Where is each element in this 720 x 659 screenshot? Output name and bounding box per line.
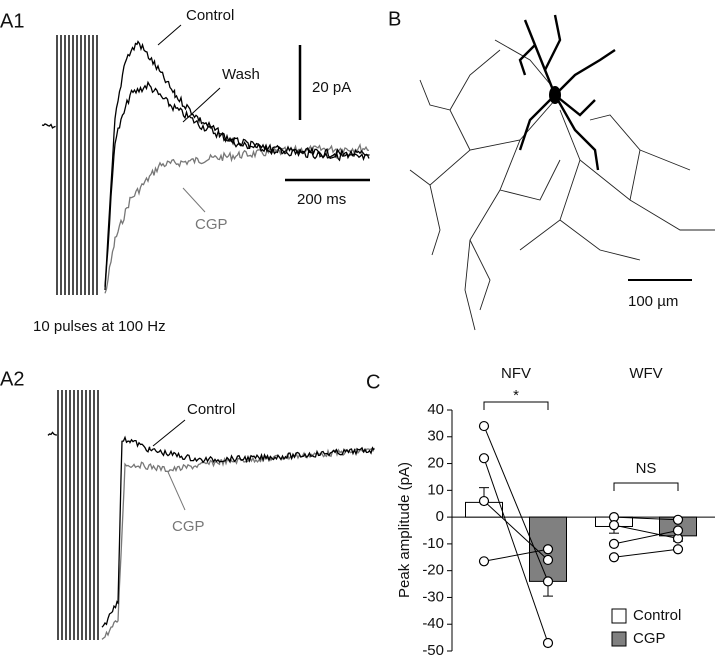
- panel-label: A2: [0, 368, 24, 390]
- data-point: [672, 544, 684, 555]
- pair-line: [483, 500, 549, 561]
- significance-label: *: [513, 387, 519, 404]
- category-label: NFV: [501, 365, 531, 382]
- pair-line: [613, 524, 679, 540]
- significance-bracket: [483, 401, 549, 410]
- trace: [101, 447, 376, 640]
- data-point: [542, 576, 554, 587]
- data-point: [608, 520, 620, 531]
- pointer: [152, 419, 186, 447]
- trace: [104, 40, 370, 287]
- data-point: [608, 552, 620, 563]
- data-point: [478, 556, 490, 567]
- data-point: [672, 525, 684, 536]
- y-tick-label: 10: [427, 481, 444, 498]
- pointer: [157, 24, 182, 46]
- trace: [41, 123, 56, 129]
- caption: 10 pulses at 100 Hz: [33, 318, 166, 335]
- category-label: WFV: [629, 365, 662, 382]
- y-tick-label: 0: [436, 508, 444, 525]
- pointer: [182, 187, 206, 213]
- panel-label: A1: [0, 10, 24, 32]
- pair-line: [613, 548, 679, 558]
- legend-label: CGP: [633, 630, 666, 647]
- scale-label: 20 pA: [312, 79, 351, 96]
- pair-line: [483, 548, 549, 562]
- scale-label: 100 µm: [628, 293, 678, 310]
- data-point: [672, 514, 684, 525]
- pair-line: [483, 425, 549, 582]
- scale-label: 200 ms: [297, 191, 346, 208]
- significance-bracket: [613, 482, 679, 491]
- y-tick-label: -20: [422, 562, 444, 579]
- trace: [47, 431, 58, 436]
- y-tick-label: 40: [427, 401, 444, 418]
- trace-label: Wash: [222, 66, 260, 83]
- data-point: [478, 420, 490, 432]
- trace: [104, 80, 370, 291]
- neuron: [409, 14, 715, 331]
- trace-label: Control: [186, 7, 234, 24]
- data-point: [542, 554, 554, 566]
- y-tick-label: 30: [427, 428, 444, 445]
- trace-label: Control: [187, 401, 235, 418]
- legend-label: Control: [633, 607, 681, 624]
- trace-label: CGP: [172, 518, 205, 535]
- pair-line: [613, 516, 679, 521]
- chart: -50 -40 -30 -20 -10 0 10 20 30 40 NFV * WFV NS Control…: [422, 365, 715, 659]
- y-axis-label: Peak amplitude (pA): [396, 462, 413, 598]
- pointer: [167, 471, 186, 511]
- significance-label: NS: [636, 460, 657, 477]
- data-point: [542, 544, 554, 555]
- pair-line: [613, 530, 679, 545]
- trace-label: CGP: [195, 216, 228, 233]
- decoration: [152, 14, 715, 511]
- legend-swatch: [611, 631, 627, 647]
- soma: [549, 86, 561, 104]
- y-tick-label: -50: [422, 642, 444, 659]
- y-tick-label: 20: [427, 455, 444, 472]
- y-tick-label: -30: [422, 588, 444, 605]
- trace: [101, 435, 375, 628]
- panel-label: C: [366, 371, 380, 393]
- y-tick-label: -40: [422, 615, 444, 632]
- legend-swatch: [611, 608, 627, 624]
- y-tick-label: -10: [422, 535, 444, 552]
- data-point: [478, 453, 490, 464]
- traces: [41, 35, 376, 640]
- data-point: [542, 637, 554, 649]
- data-point: [478, 495, 490, 507]
- trace: [104, 142, 370, 294]
- data-point: [608, 538, 620, 549]
- panel-label: B: [388, 8, 401, 30]
- pair-line: [483, 458, 549, 644]
